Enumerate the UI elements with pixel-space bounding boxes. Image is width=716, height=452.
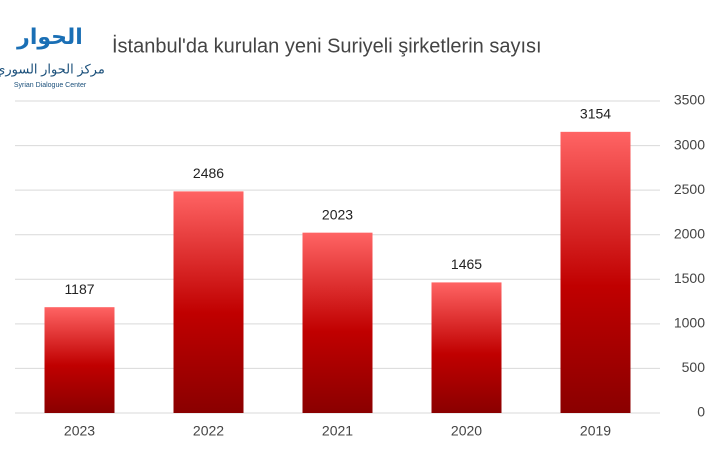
logo: الحوار مركز الحوار السوري Syrian Dialogu… (0, 24, 105, 89)
y-tick-label: 3000 (674, 136, 705, 152)
x-tick-label: 2021 (322, 423, 353, 439)
y-tick-label: 2000 (674, 225, 705, 241)
value-label: 2023 (322, 206, 353, 222)
value-label: 2486 (193, 165, 224, 181)
logo-arabic: مركز الحوار السوري (0, 61, 105, 77)
logo-mark: الحوار (16, 24, 83, 50)
x-tick-label: 2019 (580, 423, 611, 439)
y-tick-label: 1000 (674, 315, 705, 331)
logo-english: Syrian Dialogue Center (14, 82, 87, 89)
y-tick-label: 500 (682, 359, 706, 375)
y-tick-label: 1500 (674, 270, 705, 286)
chart-title: İstanbul'da kurulan yeni Suriyeli şirket… (112, 34, 542, 57)
bar (302, 232, 373, 413)
value-label: 3154 (580, 106, 611, 122)
bar (44, 307, 115, 413)
x-tick-label: 2022 (193, 423, 224, 439)
value-label: 1465 (451, 256, 482, 272)
x-tick-label: 2020 (451, 423, 482, 439)
y-tick-label: 2500 (674, 181, 705, 197)
bar (173, 191, 244, 413)
x-tick-label: 2023 (64, 423, 95, 439)
bar (431, 282, 502, 413)
y-tick-label: 3500 (674, 92, 705, 108)
value-label: 1187 (64, 281, 94, 297)
y-tick-label: 0 (697, 404, 705, 420)
bar (560, 131, 631, 413)
